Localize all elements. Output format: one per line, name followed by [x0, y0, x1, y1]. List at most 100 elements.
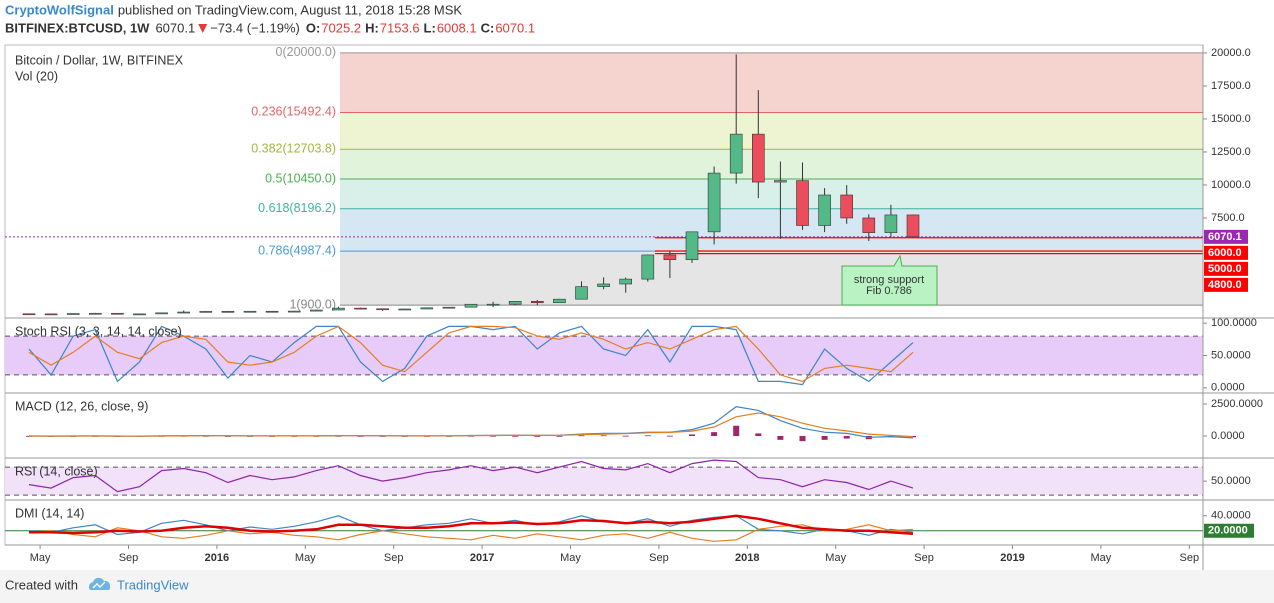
candle-body [199, 311, 213, 313]
fib-label: 0.618(8196.2) [258, 201, 336, 215]
candle-body [398, 308, 412, 311]
histogram-bar [711, 432, 718, 436]
candle-body [155, 312, 168, 315]
candle-body [641, 254, 655, 280]
y-tick-label: 100.0000 [1211, 317, 1257, 329]
fib-label: 0.786(4987.4) [258, 243, 336, 257]
y-tick-label: 0.0000 [1211, 382, 1245, 394]
candle-body [133, 313, 146, 316]
histogram-bar [357, 435, 364, 437]
author-link[interactable]: CryptoWolfSignal [5, 2, 114, 17]
y-tick-label: 10000.0 [1211, 179, 1251, 191]
histogram-bar [910, 435, 916, 438]
price-tag [1204, 245, 1248, 260]
fib-band [340, 52, 1203, 113]
x-tick-label: 2016 [205, 552, 229, 564]
x-tick-label: Sep [914, 552, 934, 564]
callout [841, 254, 938, 306]
indicator-line [29, 514, 914, 536]
candle-body [243, 310, 257, 313]
y-tick-label: 15000.0 [1211, 113, 1251, 125]
candle-body [663, 254, 677, 261]
histogram-bar [534, 435, 541, 437]
y-tick-label: 20000.0 [1211, 47, 1251, 59]
fib-label: 0.236(15492.4) [251, 105, 336, 119]
fib-label: 0.382(12703.8) [251, 142, 336, 156]
candle-body [354, 307, 367, 310]
candle-body [818, 194, 831, 226]
fib-label: 0.5(10450.0) [265, 171, 336, 185]
candle-body [287, 310, 301, 313]
histogram-bar [689, 434, 695, 436]
h-line-tag [1204, 523, 1254, 538]
fib-label: 1(900.0) [289, 297, 336, 311]
y-tick-label: 50.0000 [1211, 475, 1251, 487]
last-price: 6070.1 [155, 20, 195, 35]
candle-body [553, 298, 566, 304]
histogram-bar [843, 435, 850, 439]
pane-title: Stoch RSI (3, 3, 14, 14, close) [15, 324, 182, 338]
fib-band [340, 208, 1203, 252]
candle-body [906, 214, 920, 238]
quote-value: 6008.1 [437, 20, 477, 35]
x-tick-label: Sep [384, 552, 404, 564]
price-tag [1204, 261, 1248, 276]
price-tag [1204, 229, 1248, 244]
candle-body [420, 307, 434, 310]
published-text: published on TradingView.com, August 11,… [118, 2, 463, 17]
callout-text: Fib 0.786 [866, 285, 912, 297]
y-tick-label: 2500.0000 [1211, 398, 1263, 410]
band-fill [5, 467, 1203, 496]
histogram-bar [224, 435, 231, 437]
candle-body [332, 307, 345, 311]
candle-body [22, 313, 36, 316]
candle-body [44, 313, 58, 316]
quote-value: 7153.6 [380, 20, 420, 35]
histogram-bar [468, 435, 474, 437]
x-tick-label: May [1091, 552, 1112, 564]
x-tick-label: Sep [1180, 552, 1200, 564]
fib-band [340, 149, 1203, 180]
histogram-bar [600, 435, 607, 437]
candle-body [486, 303, 500, 306]
indicator-line [28, 459, 914, 493]
pane-title: MACD (12, 26, close, 9) [15, 399, 148, 413]
x-tick-label: May [30, 552, 51, 564]
candle-body [221, 311, 235, 313]
histogram-bar [644, 435, 651, 437]
quote-label: L: [424, 20, 436, 35]
candle-body [89, 312, 102, 315]
footer-brand[interactable]: TradingView [117, 577, 189, 592]
chart-layer: CryptoWolfSignal published on TradingView… [5, 2, 1274, 570]
price-change: −73.4 (−1.19%) [210, 20, 300, 35]
quote-label: C: [481, 20, 495, 35]
chart-subtitle: Vol (20) [15, 69, 58, 83]
candle-body [66, 313, 80, 315]
candle-body [464, 303, 478, 308]
x-tick-label: 2018 [735, 552, 759, 564]
fib-label: 0(20000.0) [276, 45, 336, 59]
histogram-bar [666, 435, 673, 437]
candle-body [619, 278, 633, 285]
callout-text: strong support [854, 274, 924, 286]
fib-band [340, 251, 1203, 306]
candle-body [309, 309, 323, 312]
down-arrow-icon [198, 24, 208, 33]
footer-text: Created with [5, 577, 78, 592]
candle-body [862, 217, 876, 233]
candle-body [177, 311, 190, 314]
x-tick-label: Sep [649, 552, 669, 564]
histogram-bar [622, 435, 629, 437]
histogram-bar [777, 435, 784, 440]
quote-label: O: [306, 20, 320, 35]
candle-body [508, 300, 522, 305]
y-tick-label: 7500.0 [1211, 212, 1245, 224]
band-fill [5, 336, 1203, 375]
candle-body [840, 194, 854, 219]
pane-title: DMI (14, 14) [15, 506, 84, 520]
candle-body [796, 180, 809, 226]
histogram-bar [799, 435, 806, 442]
histogram-bar [556, 435, 563, 437]
histogram-bar [733, 425, 740, 436]
